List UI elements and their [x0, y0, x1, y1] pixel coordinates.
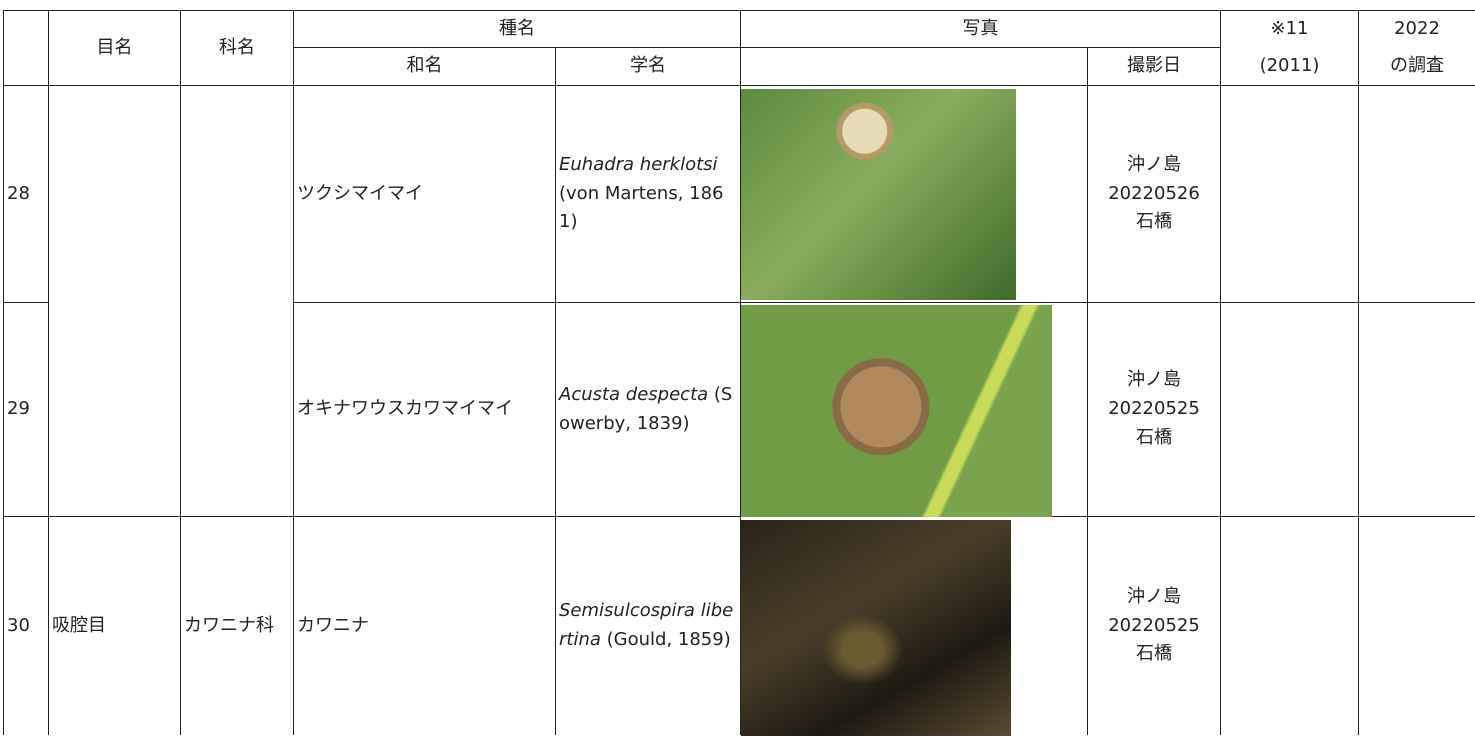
- cell: [740, 302, 1088, 517]
- row: 28 ツクシマイマイ Euhadra herklotsi (von Marten…: [3, 85, 1475, 517]
- cell: [1220, 516, 1359, 735]
- date-line: 20220525: [1108, 614, 1200, 636]
- cell: Euhadra herklotsi (von Martens, 1861): [555, 85, 741, 303]
- header-cell: 撮影日: [1087, 47, 1221, 86]
- cell: Acusta despecta (Sowerby, 1839): [555, 302, 741, 517]
- header-text: 写真: [962, 17, 999, 39]
- cell: [1220, 85, 1359, 303]
- cell: [1220, 302, 1359, 517]
- header-cell: 学名: [555, 47, 741, 86]
- cell: カワニナ: [293, 516, 556, 735]
- row-number: 28: [7, 182, 30, 204]
- cell: 沖ノ島 20220525 石橋: [1087, 302, 1221, 517]
- japanese-name: カワニナ: [297, 614, 369, 636]
- header-text: 撮影日: [1127, 55, 1181, 77]
- cell: カワニナ科: [180, 516, 294, 735]
- date-line: 石橋: [1136, 211, 1172, 233]
- photo: [741, 89, 1016, 300]
- date-line: 石橋: [1136, 426, 1172, 448]
- header-cell: 和名: [293, 47, 556, 86]
- cell: [1358, 85, 1475, 303]
- scientific-author: (Gould, 1859): [600, 629, 731, 650]
- header-cell: 目名: [48, 10, 181, 86]
- header-text: 2022: [1394, 17, 1440, 39]
- cell: ツクシマイマイ: [293, 85, 556, 303]
- header-text: 学名: [630, 55, 666, 77]
- date-line: 沖ノ島: [1127, 369, 1181, 391]
- header-text: の調査: [1390, 54, 1444, 76]
- cell: [740, 85, 1088, 303]
- header-text: ※11: [1270, 17, 1309, 39]
- header-cell: 写真: [740, 10, 1221, 48]
- family-name: カワニナ科: [184, 614, 274, 636]
- header-text: 和名: [406, 55, 443, 77]
- header-text: 科名: [219, 36, 255, 58]
- header-text: 目名: [96, 36, 133, 58]
- scientific-author: (von Martens, 1861): [559, 182, 724, 233]
- cell: 28: [3, 85, 49, 303]
- date-line: 沖ノ島: [1127, 585, 1181, 607]
- header-text: (2011): [1259, 54, 1320, 76]
- row-number: 29: [7, 398, 30, 420]
- cell: 30: [3, 516, 49, 735]
- date-line: 20220526: [1108, 182, 1200, 204]
- photo: [741, 305, 1052, 517]
- cell: [180, 85, 294, 517]
- header-cell: 種名: [293, 10, 741, 48]
- scientific-author: (Sowerby, 1839): [559, 383, 733, 434]
- cell: [48, 85, 181, 517]
- cell: [1358, 516, 1475, 735]
- cell: Semisulcospira libertina (Gould, 1859): [555, 516, 741, 735]
- species-table: 目名 科名 種名 写真 ※11 2022 和名 学名 撮影日 (2011) の調…: [3, 10, 1475, 736]
- scientific-name: Semisulcospira libertina: [559, 600, 734, 650]
- row-number: 30: [7, 614, 30, 636]
- japanese-name: ツクシマイマイ: [297, 182, 423, 204]
- japanese-name: オキナワウスカワマイマイ: [297, 398, 513, 420]
- cell: [1358, 302, 1475, 517]
- header-cell: (2011): [1220, 47, 1359, 86]
- cell: 29: [3, 302, 49, 517]
- date-line: 20220525: [1108, 398, 1200, 420]
- header-cell: の調査: [1358, 47, 1475, 86]
- header-cell: 科名: [180, 10, 294, 86]
- header-cell: [3, 10, 49, 86]
- date-line: 石橋: [1136, 643, 1172, 665]
- cell: 吸腔目: [48, 516, 181, 735]
- scientific-name: Euhadra herklotsi: [559, 153, 718, 175]
- header-text: 種名: [499, 17, 535, 39]
- row: 29 オキナワウスカワマイマイ Acusta despecta (Sowerby…: [3, 302, 1475, 517]
- date-line: 沖ノ島: [1127, 153, 1181, 175]
- header-cell: 2022: [1358, 10, 1475, 48]
- photo: [741, 520, 1011, 736]
- row: 30 吸腔目 カワニナ科 カワニナ Semisulcospira liberti…: [3, 516, 1475, 736]
- cell: 沖ノ島 20220525 石橋: [1087, 516, 1221, 735]
- header-cell: ※11: [1220, 10, 1359, 48]
- cell: 沖ノ島 20220526 石橋: [1087, 85, 1221, 303]
- cell: [740, 516, 1088, 736]
- scientific-name: Acusta despecta: [559, 383, 709, 405]
- cell: オキナワウスカワマイマイ: [293, 302, 556, 517]
- header-cell: [740, 47, 1088, 86]
- order-name: 吸腔目: [52, 614, 106, 636]
- header-row: 目名 科名 種名 写真 ※11 2022: [3, 10, 1475, 86]
